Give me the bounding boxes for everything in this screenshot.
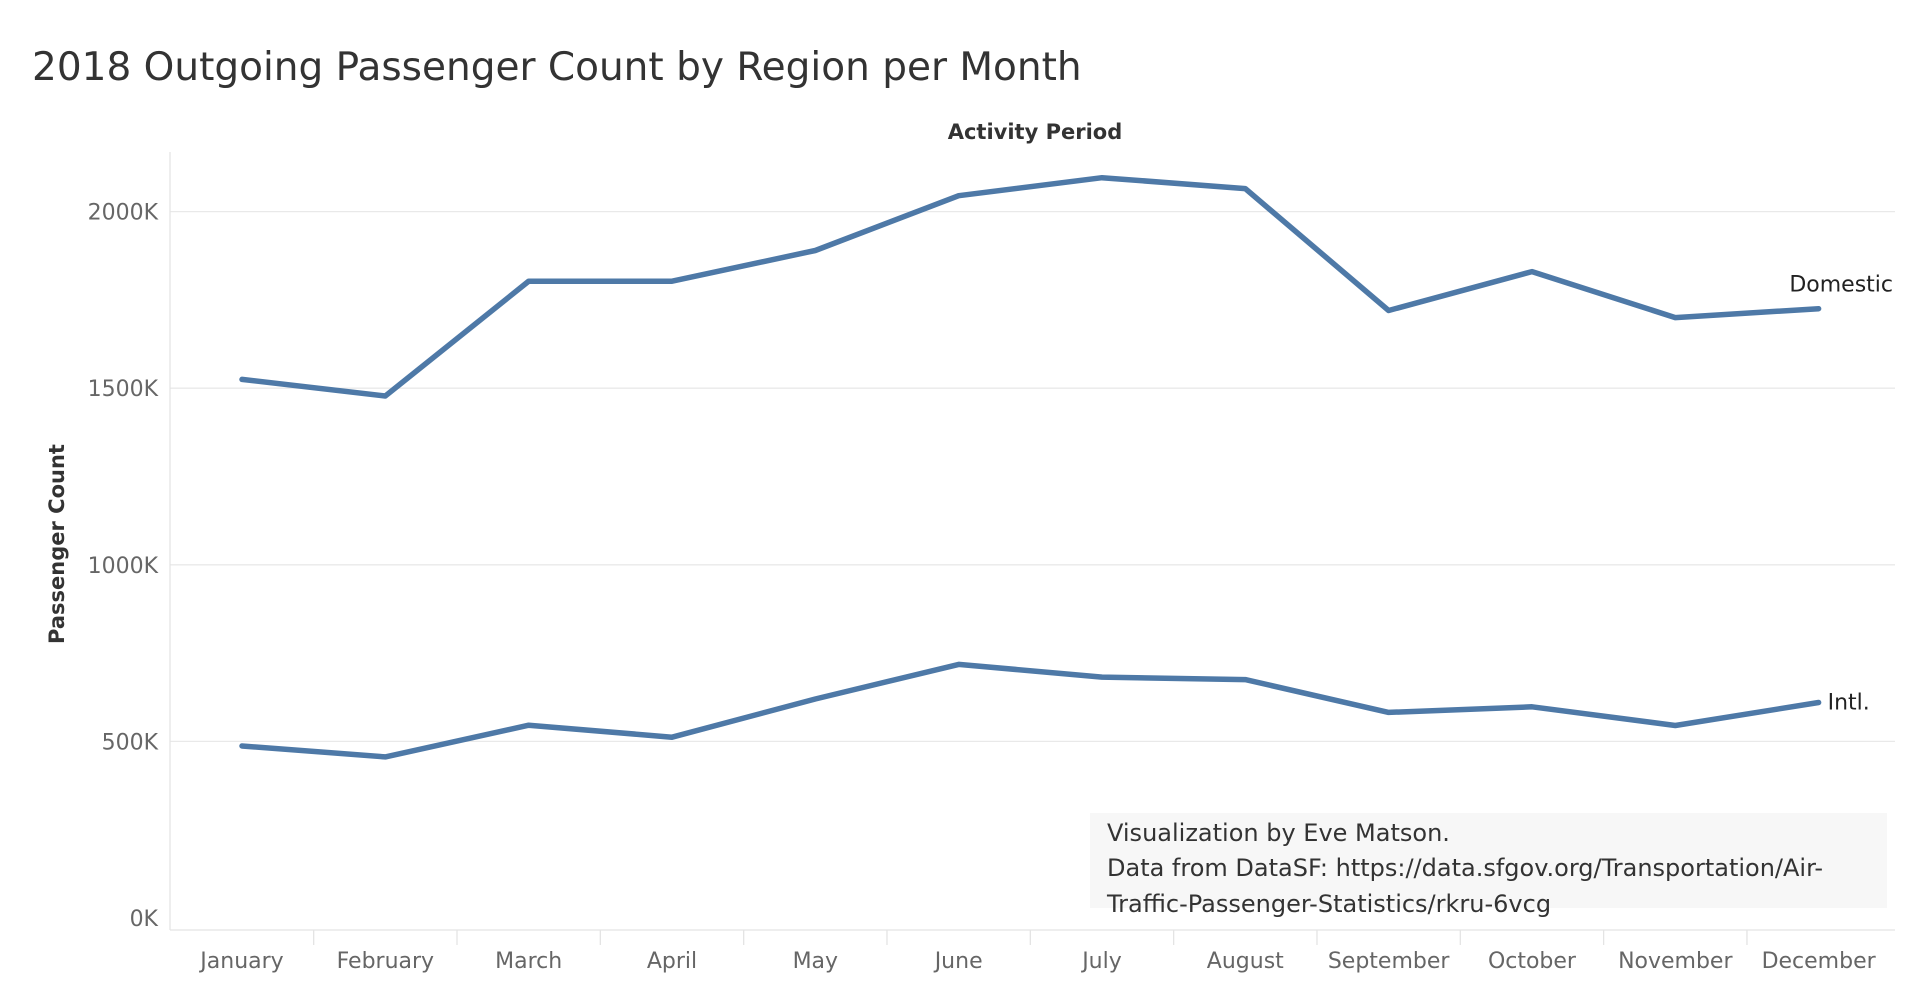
y-axis-ticks: 0K 500K 1000K 1500K 2000K — [88, 201, 159, 932]
x-axis-title: Activity Period — [948, 120, 1123, 144]
series-lines — [239, 174, 1822, 760]
x-tick-label-august: August — [1207, 949, 1284, 974]
x-tick-label-september: September — [1328, 949, 1451, 974]
x-tick-label-october: October — [1488, 949, 1577, 974]
x-tick-label-november: November — [1618, 949, 1733, 974]
series-line-domestic — [239, 174, 1822, 399]
x-tick-label-june: June — [933, 949, 983, 974]
annotation-line-1: Visualization by Eve Matson. — [1107, 819, 1450, 847]
y-tick-label: 0K — [130, 907, 159, 932]
y-tick-label: 1500K — [88, 377, 159, 402]
x-tick-label-january: January — [198, 949, 283, 974]
x-tick-label-may: May — [793, 949, 838, 974]
series-label-domestic: Domestic — [1789, 273, 1893, 298]
y-tick-label: 2000K — [88, 201, 159, 226]
chart-title: 2018 Outgoing Passenger Count by Region … — [32, 45, 1082, 90]
annotation-background — [1090, 813, 1887, 908]
x-axis: January February March April May June July Augu… — [169, 152, 1895, 974]
x-tick-label-march: March — [495, 949, 562, 974]
y-tick-label: 1000K — [88, 554, 159, 579]
x-tick-label-july: July — [1080, 949, 1122, 974]
source-annotation: Visualization by Eve Matson. Data from D… — [1090, 813, 1887, 918]
x-tick-label-february: February — [337, 949, 435, 974]
annotation-line-2: Data from DataSF: https://data.sfgov.org… — [1107, 854, 1823, 882]
series-labels: Domestic Intl. — [1789, 273, 1893, 716]
y-axis-title: Passenger Count — [45, 444, 69, 644]
y-tick-label: 500K — [102, 730, 159, 755]
series-label-intl: Intl. — [1828, 691, 1870, 716]
gridlines — [170, 210, 1895, 743]
x-tick-label-april: April — [647, 949, 697, 974]
series-line-intl — [239, 661, 1822, 760]
x-tick-label-december: December — [1762, 949, 1877, 974]
annotation-line-3: Traffic-Passenger-Statistics/rkru-6vcg — [1106, 890, 1551, 918]
